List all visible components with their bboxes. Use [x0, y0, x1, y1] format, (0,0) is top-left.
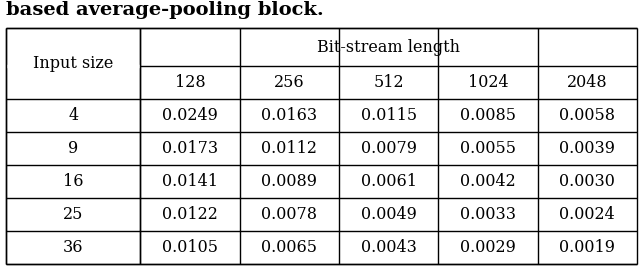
Text: 0.0078: 0.0078	[261, 206, 317, 223]
Text: 0.0024: 0.0024	[559, 206, 615, 223]
Text: Bit-stream length: Bit-stream length	[317, 38, 460, 56]
Text: 1024: 1024	[468, 74, 508, 91]
Text: 0.0030: 0.0030	[559, 173, 615, 190]
Text: 512: 512	[373, 74, 404, 91]
Text: 0.0112: 0.0112	[261, 140, 317, 157]
Text: 0.0173: 0.0173	[162, 140, 218, 157]
Text: Input size: Input size	[33, 55, 113, 72]
Text: 0.0058: 0.0058	[559, 107, 615, 124]
Text: 9: 9	[68, 140, 79, 157]
Text: 4: 4	[68, 107, 79, 124]
Text: 0.0105: 0.0105	[162, 239, 218, 256]
Text: 128: 128	[175, 74, 205, 91]
Text: 0.0033: 0.0033	[460, 206, 516, 223]
Text: 0.0042: 0.0042	[460, 173, 516, 190]
Text: 0.0043: 0.0043	[361, 239, 417, 256]
Text: 0.0055: 0.0055	[460, 140, 516, 157]
Text: 0.0065: 0.0065	[261, 239, 317, 256]
Text: 0.0029: 0.0029	[460, 239, 516, 256]
Text: 0.0122: 0.0122	[162, 206, 218, 223]
Text: 0.0163: 0.0163	[261, 107, 317, 124]
Text: 0.0085: 0.0085	[460, 107, 516, 124]
Text: 0.0115: 0.0115	[360, 107, 417, 124]
Text: 25: 25	[63, 206, 84, 223]
Text: 0.0039: 0.0039	[559, 140, 615, 157]
Text: 0.0079: 0.0079	[360, 140, 417, 157]
Text: 16: 16	[63, 173, 84, 190]
Text: 0.0089: 0.0089	[261, 173, 317, 190]
Text: 2048: 2048	[567, 74, 607, 91]
Text: 0.0141: 0.0141	[162, 173, 218, 190]
Text: 36: 36	[63, 239, 84, 256]
Text: based average-pooling block.: based average-pooling block.	[6, 1, 324, 19]
Text: 0.0061: 0.0061	[360, 173, 417, 190]
Text: 256: 256	[274, 74, 305, 91]
Text: 0.0049: 0.0049	[361, 206, 417, 223]
Text: 0.0019: 0.0019	[559, 239, 615, 256]
Text: 0.0249: 0.0249	[162, 107, 218, 124]
